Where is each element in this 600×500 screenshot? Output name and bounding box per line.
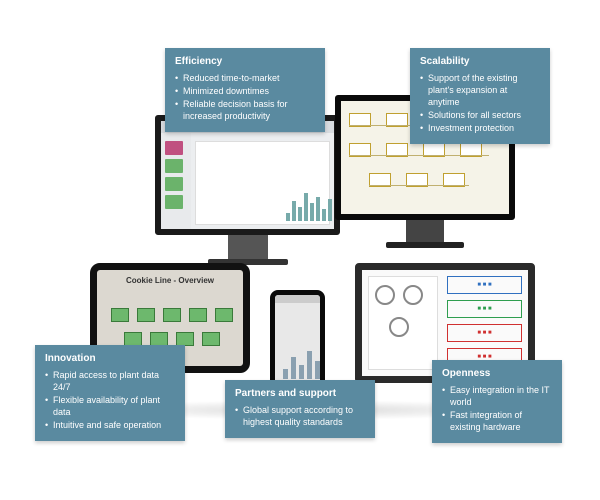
- panel-gauge-area: [368, 276, 438, 370]
- callout-item: Easy integration in the IT world: [442, 384, 552, 408]
- status-indicator: ■ ■ ■: [447, 324, 522, 342]
- callout-title: Innovation: [45, 352, 175, 366]
- monitor-stand: [228, 235, 268, 259]
- line-node: [215, 308, 233, 322]
- dashboard-screen: [155, 115, 340, 235]
- callout-openness: Openness Easy integration in the IT worl…: [432, 360, 562, 443]
- callout-title: Scalability: [420, 55, 540, 69]
- line-node: [163, 308, 181, 322]
- chart-bar: [328, 199, 332, 221]
- dashboard-tile: [165, 195, 183, 209]
- gauge-icon: [403, 285, 423, 305]
- callout-item: Support of the existing plant's expansio…: [420, 72, 540, 108]
- callout-list: Easy integration in the IT worldFast int…: [442, 384, 552, 434]
- chart-bar: [310, 203, 314, 221]
- dashboard-tile: [165, 141, 183, 155]
- callout-partners: Partners and support Global support acco…: [225, 380, 375, 438]
- callout-title: Efficiency: [175, 55, 315, 69]
- line-node: [176, 332, 194, 346]
- callout-item: Flexible availability of plant data: [45, 394, 175, 418]
- callout-title: Openness: [442, 367, 552, 381]
- callout-item: Investment protection: [420, 122, 540, 134]
- monitor-base: [386, 242, 464, 248]
- callout-list: Support of the existing plant's expansio…: [420, 72, 540, 135]
- callout-item: Reduced time-to-market: [175, 72, 315, 84]
- chart-bar: [292, 201, 296, 221]
- dashboard-main: [195, 141, 330, 225]
- chart-bar: [315, 361, 320, 379]
- chart-bar: [322, 209, 326, 221]
- callout-item: Intuitive and safe operation: [45, 419, 175, 431]
- chart-bar: [307, 351, 312, 379]
- chart-bar: [283, 369, 288, 379]
- chart-bar: [291, 357, 296, 379]
- callout-list: Reduced time-to-marketMinimized downtime…: [175, 72, 315, 123]
- callout-scalability: Scalability Support of the existing plan…: [410, 48, 550, 144]
- dashboard-tile: [165, 159, 183, 173]
- dashboard-tile: [165, 177, 183, 191]
- line-node: [202, 332, 220, 346]
- phone-topbar: [275, 295, 320, 303]
- callout-item: Minimized downtimes: [175, 85, 315, 97]
- status-indicator: ■ ■ ■: [447, 276, 522, 294]
- flow-line: [349, 155, 489, 156]
- flow-line: [369, 185, 469, 186]
- callout-list: Rapid access to plant data 24/7Flexible …: [45, 369, 175, 432]
- callout-item: Reliable decision basis for increased pr…: [175, 98, 315, 122]
- panel-status-area: ■ ■ ■■ ■ ■■ ■ ■■ ■ ■: [447, 276, 522, 370]
- line-node: [111, 308, 129, 322]
- monitor-stand: [406, 220, 444, 242]
- line-node: [137, 308, 155, 322]
- chart-bar: [298, 207, 302, 221]
- callout-innovation: Innovation Rapid access to plant data 24…: [35, 345, 185, 441]
- phone-chart: [281, 325, 314, 379]
- gauge-icon: [389, 317, 409, 337]
- status-indicator: ■ ■ ■: [447, 300, 522, 318]
- line-node: [124, 332, 142, 346]
- chart-bar: [316, 197, 320, 221]
- line-node: [189, 308, 207, 322]
- callout-efficiency: Efficiency Reduced time-to-marketMinimiz…: [165, 48, 325, 132]
- callout-item: Solutions for all sectors: [420, 109, 540, 121]
- callout-item: Rapid access to plant data 24/7: [45, 369, 175, 393]
- tablet-title: Cookie Line - Overview: [97, 276, 243, 285]
- line-node: [150, 332, 168, 346]
- callout-list: Global support according to highest qual…: [235, 404, 365, 428]
- chart-bar: [304, 193, 308, 221]
- chart-bar: [299, 365, 304, 379]
- callout-item: Fast integration of existing hardware: [442, 409, 552, 433]
- callout-title: Partners and support: [235, 387, 365, 401]
- chart-bar: [286, 213, 290, 221]
- desktop-monitor-dashboard: [155, 115, 340, 270]
- callout-item: Global support according to highest qual…: [235, 404, 365, 428]
- gauge-icon: [375, 285, 395, 305]
